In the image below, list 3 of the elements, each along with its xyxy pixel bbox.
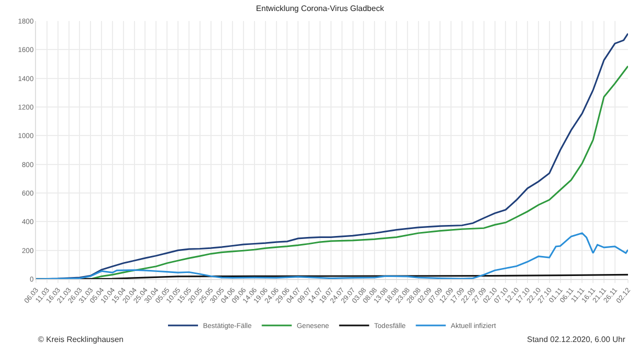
text: Stand 02.12.2020, 6.00 Uhr xyxy=(527,335,626,344)
text: © Kreis Recklinghausen xyxy=(38,335,124,344)
chart-title: Entwicklung Corona-Virus Gladbeck xyxy=(256,4,385,13)
